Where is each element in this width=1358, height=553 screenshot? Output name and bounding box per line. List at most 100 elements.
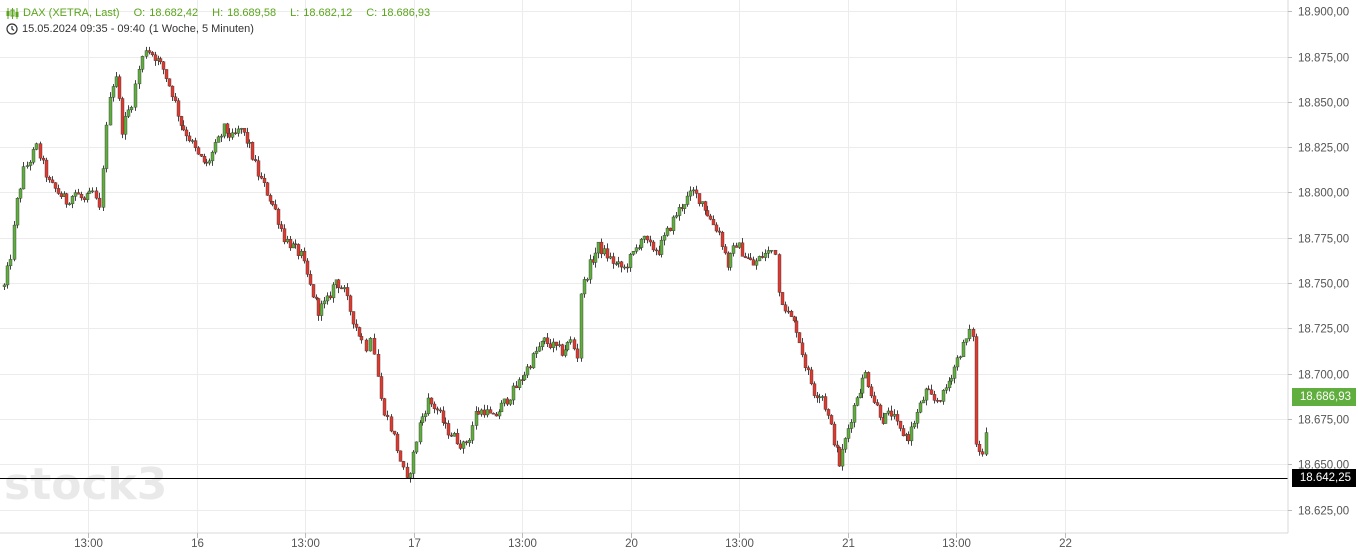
candle-body: [551, 341, 556, 348]
candle-body: [631, 251, 636, 255]
candle-body: [677, 207, 682, 216]
open-value: 18.682,42: [149, 7, 199, 19]
candle-body: [863, 372, 868, 379]
candle-body: [245, 132, 250, 144]
candle-body: [331, 284, 336, 299]
time-axis[interactable]: 13:00 16 13:00 17 13:00 20 13:00 21 13:00 22: [74, 533, 1072, 550]
candle-body: [411, 451, 416, 474]
candle-body: [941, 390, 946, 402]
candle-body: [852, 405, 857, 423]
candle-body: [703, 201, 708, 211]
candle-body: [497, 411, 502, 417]
candle-body: [826, 409, 831, 416]
candle-body: [259, 176, 264, 179]
candle-body: [611, 256, 616, 264]
candle-body: [494, 413, 499, 417]
candle-body: [572, 339, 577, 350]
candle-body: [554, 341, 559, 346]
candle-body: [179, 116, 184, 126]
candle-body: [28, 161, 33, 166]
candle-body: [720, 232, 725, 247]
candle-body: [455, 433, 460, 445]
candle-body: [906, 434, 911, 442]
candle-body: [860, 377, 865, 394]
candle-body: [351, 311, 356, 325]
candle-body: [579, 293, 584, 359]
candle-body: [322, 300, 327, 305]
y-tick-label: 18.750,00: [1298, 279, 1349, 291]
candle-body: [575, 348, 580, 359]
x-tick-label: 13:00: [74, 538, 103, 550]
y-tick-label: 18.725,00: [1298, 324, 1349, 336]
candle-body: [108, 97, 113, 126]
candle-body: [233, 132, 238, 134]
candle-body: [101, 168, 106, 208]
candle-body: [674, 215, 679, 218]
price-axis[interactable]: 18.625,00 18.650,00 18.675,00 18.700,00 18.7…: [1288, 7, 1349, 518]
candle-body: [133, 83, 138, 108]
candle-body: [947, 380, 952, 389]
candle-body: [757, 256, 762, 262]
candle-body: [634, 247, 639, 252]
y-tick-label: 18.800,00: [1298, 188, 1349, 200]
candle-body: [104, 124, 109, 169]
candle-body: [314, 296, 319, 299]
candle-body: [682, 204, 687, 209]
candle-body: [67, 203, 72, 206]
open-label: O:: [133, 7, 146, 19]
plot-background: [0, 0, 1288, 533]
candle-body: [345, 287, 350, 297]
candle-body: [364, 339, 369, 352]
x-tick-label: 17: [408, 538, 421, 550]
candle-body: [694, 189, 699, 194]
x-tick-label: 16: [191, 538, 204, 550]
candle-body: [111, 86, 116, 98]
candle-body: [173, 96, 178, 101]
candle-body: [357, 327, 362, 337]
candle-body: [608, 256, 613, 259]
candle-body: [385, 414, 390, 417]
candle-body: [662, 235, 667, 241]
candle-body: [654, 249, 659, 252]
candle-body: [883, 413, 888, 424]
candle-body: [76, 192, 81, 195]
candle-body: [2, 284, 7, 287]
candle-body: [921, 399, 926, 404]
candle-body: [800, 342, 805, 355]
candle-body: [308, 274, 313, 285]
candle-body: [568, 339, 573, 343]
candle-body: [949, 378, 954, 382]
candle-body: [408, 473, 413, 478]
y-tick-label: 18.825,00: [1298, 143, 1349, 155]
candle-body: [889, 410, 894, 417]
candle-body: [918, 402, 923, 413]
candle-body: [823, 396, 828, 410]
candle-body: [395, 433, 400, 452]
y-tick-label: 18.675,00: [1298, 415, 1349, 427]
candle-body: [293, 243, 298, 245]
candle-body: [582, 279, 587, 295]
candle-body: [522, 374, 527, 381]
candle-body: [964, 338, 969, 343]
candle-body: [588, 259, 593, 280]
candle-body: [482, 409, 487, 416]
candle-body: [967, 329, 972, 339]
candle-body: [971, 329, 976, 337]
candle-body: [213, 142, 218, 153]
candle-body: [449, 434, 454, 437]
candle-body: [53, 182, 58, 189]
candle-body: [766, 250, 771, 254]
candle-body: [479, 409, 484, 415]
candle-body: [126, 109, 131, 117]
candle-body: [929, 389, 934, 395]
candle-body: [47, 177, 52, 181]
candle-body: [73, 192, 78, 197]
candle-body: [446, 423, 451, 436]
candle-body: [398, 450, 403, 462]
candle-body: [977, 444, 982, 452]
candle-body: [392, 430, 397, 435]
candle-body: [806, 367, 811, 371]
candle-body: [537, 346, 542, 352]
candle-body: [557, 344, 562, 346]
